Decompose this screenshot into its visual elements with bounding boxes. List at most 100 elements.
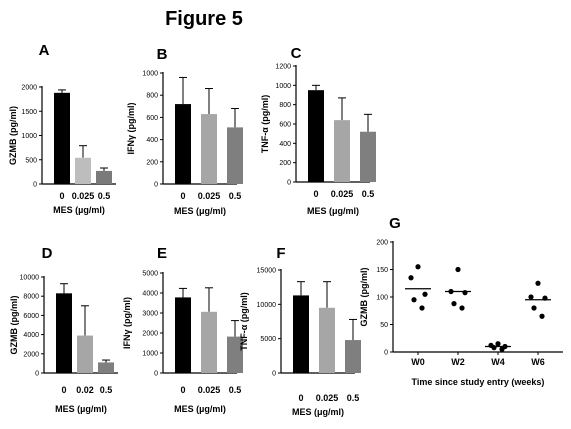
x-axis-label-d: MES (µg/ml) <box>55 404 107 414</box>
y-tick-label-e: 4000 <box>142 291 158 298</box>
y-tick-label-f: 0 <box>272 371 276 378</box>
y-tick-label-d: 2000 <box>23 351 39 358</box>
bar-c-0 <box>308 90 324 182</box>
x-tick-label-d: 0 <box>61 385 66 395</box>
x-tick-label-c: 0 <box>313 189 318 199</box>
panel-b: B 0 200 400 600 800 1000 IFNγ (pg/ml) MES (μg/ml… <box>126 46 243 216</box>
point-g-0 <box>415 264 421 270</box>
bar-a-1 <box>75 157 91 184</box>
x-tick-label-g: W2 <box>451 357 465 367</box>
point-g-1 <box>451 301 457 307</box>
y-tick-label-d: 0 <box>35 371 39 378</box>
bar-d-2 <box>98 362 114 373</box>
y-tick-label-e: 5000 <box>142 271 158 278</box>
y-tick-label-e: 3000 <box>142 311 158 318</box>
y-axis-label-e: IFNγ (pg/ml) <box>122 297 132 349</box>
bar-c-1 <box>334 120 350 182</box>
panel-label-e: E <box>157 245 167 262</box>
y-tick-label-d: 4000 <box>23 332 39 339</box>
x-tick-label-f: 0 <box>298 393 303 403</box>
x-tick-label-g: W6 <box>531 357 545 367</box>
bar-e-2 <box>227 336 243 373</box>
x-tick-label-b: 0.5 <box>229 191 242 201</box>
bar-e-1 <box>201 311 217 373</box>
x-tick-label-c: 0.025 <box>331 189 354 199</box>
bar-e-0 <box>175 297 191 373</box>
panel-label-g: G <box>389 215 401 232</box>
y-tick-label-c: 800 <box>279 102 291 109</box>
bar-d-1 <box>77 335 93 373</box>
point-g-3 <box>531 305 537 311</box>
y-tick-label-f: 15000 <box>257 268 277 275</box>
y-tick-label-b: 400 <box>146 137 158 144</box>
x-tick-label-f: 0.025 <box>316 393 339 403</box>
y-tick-label-c: 200 <box>279 160 291 167</box>
y-tick-label-c: 600 <box>279 122 291 129</box>
point-g-0 <box>408 275 414 281</box>
x-tick-label-b: 0.025 <box>198 191 221 201</box>
x-tick-label-e: 0.5 <box>229 385 242 395</box>
y-tick-label-b: 1000 <box>142 71 158 78</box>
y-tick-label-a: 500 <box>25 157 37 164</box>
y-tick-label-g: 150 <box>376 267 388 274</box>
bar-a-2 <box>96 170 112 184</box>
point-g-3 <box>539 313 545 319</box>
panel-label-a: A <box>39 42 50 59</box>
y-axis-label-a: GZMB (pg/ml) <box>8 106 18 165</box>
y-tick-label-a: 1000 <box>21 133 37 140</box>
y-tick-label-b: 600 <box>146 115 158 122</box>
panel-a: A 0 500 1000 1500 2000 GZMB (pg/ml) MES (µg/ml)… <box>8 42 116 215</box>
bar-d-0 <box>56 293 72 373</box>
point-g-0 <box>419 305 425 311</box>
x-tick-label-b: 0 <box>180 191 185 201</box>
y-tick-label-b: 800 <box>146 93 158 100</box>
panel-e: E 0 1000 2000 3000 4000 5000 IFNγ (pg/ml) MES (µ… <box>122 245 243 414</box>
x-tick-label-a: 0.025 <box>72 191 95 201</box>
point-g-2 <box>491 345 497 351</box>
bar-b-2 <box>227 127 243 184</box>
panel-label-b: B <box>157 46 168 63</box>
point-g-3 <box>535 280 541 286</box>
y-tick-label-g: 0 <box>384 350 388 357</box>
panel-f: F 0 5000 10000 15000 TNF-α (pg/ml) MES (μg/ml)… <box>239 245 361 417</box>
y-tick-label-e: 2000 <box>142 331 158 338</box>
y-tick-label-c: 0 <box>287 180 291 187</box>
panel-label-f: F <box>276 245 285 262</box>
panel-c: C 0 200 400 600 800 1000 1200 TNF-α (pg/ml) MES (… <box>260 45 376 216</box>
bar-b-1 <box>201 114 217 184</box>
bar-f-2 <box>345 340 361 373</box>
y-axis-label-b: IFNγ (pg/ml) <box>126 103 136 155</box>
panel-label-d: D <box>42 245 53 262</box>
x-tick-label-g: W0 <box>411 357 425 367</box>
point-g-1 <box>455 266 461 273</box>
x-axis-label-e: MES (µg/ml) <box>174 404 226 414</box>
y-tick-label-d: 10000 <box>20 275 40 282</box>
x-tick-label-d: 0.02 <box>76 385 94 395</box>
bar-c-2 <box>360 131 376 182</box>
point-g-0 <box>422 291 428 297</box>
y-tick-label-g: 50 <box>380 322 388 329</box>
y-tick-label-d: 6000 <box>23 313 39 320</box>
y-tick-label-a: 1500 <box>21 109 37 116</box>
y-tick-label-a: 2000 <box>21 85 37 92</box>
panel-g: G 0 50 100 150 200 GZMB (pg/ml) Time since stud… <box>359 215 563 387</box>
x-axis-label-f: MES (μg/ml) <box>292 407 344 417</box>
panel-d: D 0 2000 4000 6000 8000 10000 GZMB (pg/ml) MES (… <box>9 245 118 414</box>
y-axis-label-c: TNF-α (pg/ml) <box>260 95 270 154</box>
point-g-1 <box>459 305 465 311</box>
x-axis-label-b: MES (μg/ml) <box>174 206 226 216</box>
bar-b-0 <box>175 104 191 184</box>
bar-f-0 <box>293 295 309 373</box>
y-tick-label-a: 0 <box>33 182 37 189</box>
point-g-3 <box>528 294 534 300</box>
y-tick-label-c: 400 <box>279 141 291 148</box>
x-tick-label-a: 0.5 <box>98 191 111 201</box>
y-tick-label-f: 10000 <box>257 302 277 309</box>
y-axis-label-d: GZMB (pg/ml) <box>9 296 19 355</box>
y-tick-label-b: 0 <box>154 182 158 189</box>
y-tick-label-e: 1000 <box>142 351 158 358</box>
y-tick-label-c: 1000 <box>275 83 291 90</box>
x-tick-label-f: 0.5 <box>347 393 360 403</box>
figure-title: Figure 5 <box>165 8 243 30</box>
